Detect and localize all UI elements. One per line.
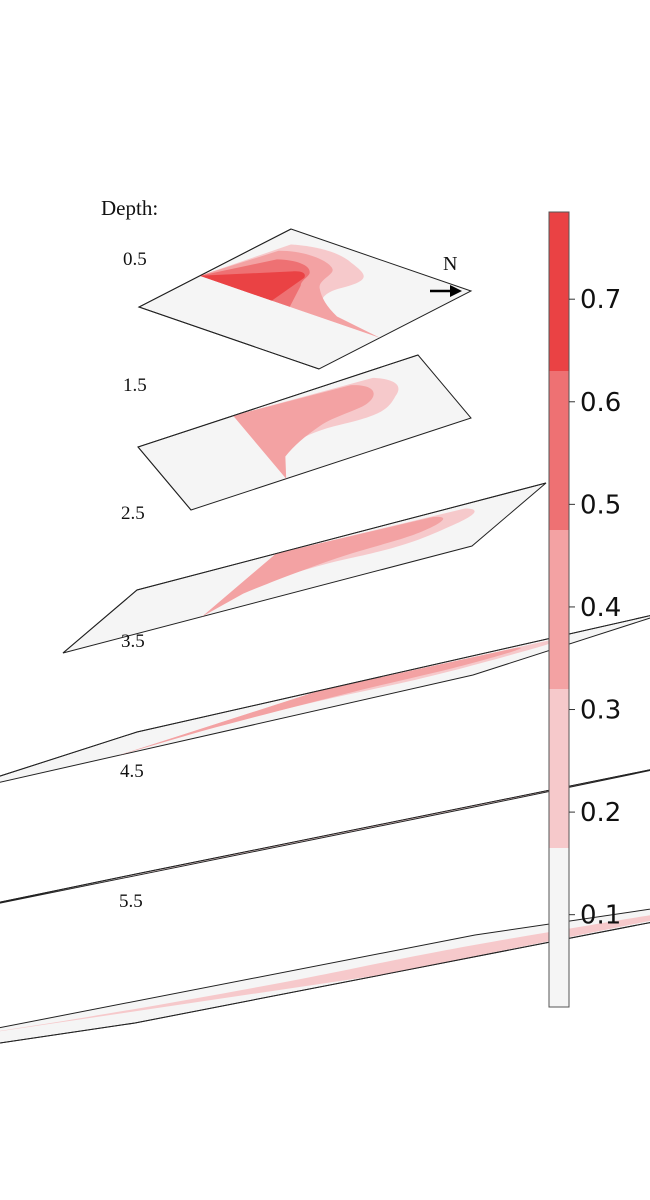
depth-label: 1.5 (123, 375, 147, 396)
depth-layers: 0.5 1.5 2.5 3.5 4.5 5.5 (0, 228, 650, 1044)
colorbar-segment (549, 212, 569, 371)
concentration-zone (199, 271, 305, 301)
colorbar-tick-label: 0.2 (580, 798, 621, 828)
colorbar-tick-label: 0.4 (580, 593, 621, 623)
depth-label: 2.5 (121, 503, 145, 524)
colorbar-segment (549, 371, 569, 530)
colorbar-segment (549, 530, 569, 689)
concentration-zone (117, 647, 521, 756)
depth-layer: 4.5 (0, 761, 650, 904)
concentration-zone (0, 906, 650, 1043)
depth-layer: 3.5 (0, 615, 650, 783)
depth-label: 0.5 (123, 249, 147, 270)
depth-label: 4.5 (120, 761, 144, 782)
colorbar-tick-label: 0.7 (580, 285, 621, 315)
concentration-zone (202, 516, 443, 617)
depth-label: 5.5 (119, 891, 143, 912)
colorbar-tick-label: 0.5 (580, 490, 621, 520)
depth-layer: 1.5 (123, 354, 472, 511)
colorbar-tick-label: 0.3 (580, 696, 621, 726)
north-arrow-icon (430, 285, 462, 297)
depth-label: 3.5 (121, 631, 145, 652)
colorbar-tick-label: 0.6 (580, 388, 621, 418)
north-label: N (443, 253, 457, 275)
colorbar: 0.1 0.2 0.3 0.4 0.5 0.6 0.7 (548, 211, 621, 1008)
depth-axis-label: Depth: (101, 196, 158, 220)
colorbar-segment (549, 848, 569, 1007)
colorbar-outline (548, 211, 570, 1008)
concentration-zone (233, 385, 374, 479)
depth-layer: 2.5 (62, 482, 547, 654)
concentration-zone (11, 773, 634, 901)
colorbar-segment (549, 689, 569, 848)
depth-layer: 0.5 (123, 228, 473, 370)
north-indicator: N (430, 253, 462, 297)
colorbar-tick-label: 0.1 (580, 901, 621, 931)
depth-layer: 5.5 (0, 891, 650, 1044)
